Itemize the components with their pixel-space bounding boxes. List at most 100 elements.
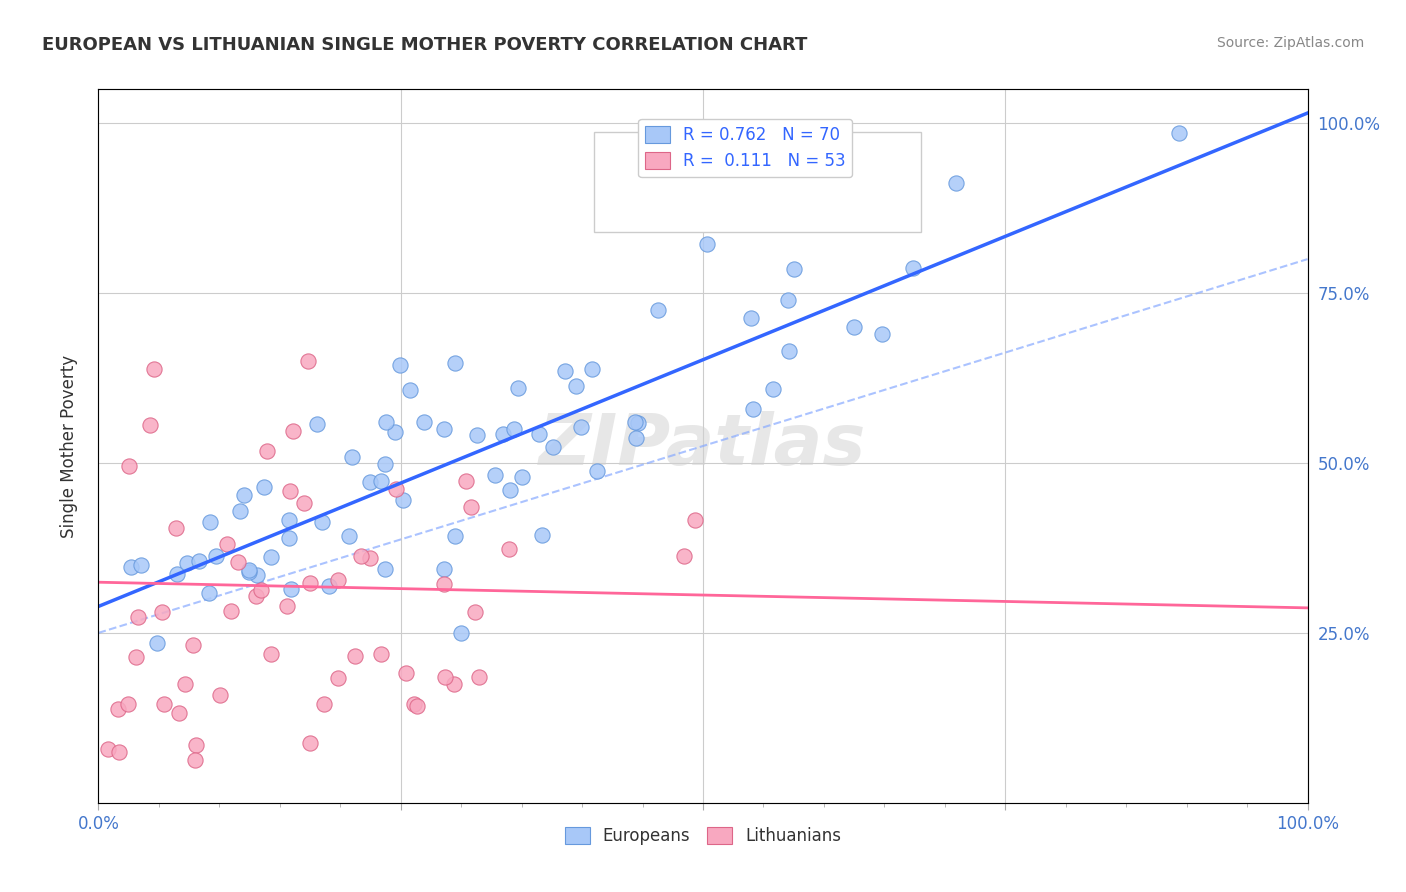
Point [143,362,166,376]
Point [299,736,322,750]
Text: EUROPEAN VS LITHUANIAN SINGLE MOTHER POVERTY CORRELATION CHART: EUROPEAN VS LITHUANIAN SINGLE MOTHER POV… [42,36,807,54]
Point [260,550,283,565]
Point [128,610,150,624]
Point [118,458,141,473]
Point [131,558,153,573]
Point [762,382,785,396]
Point [672,549,695,563]
Legend: Europeans, Lithuanians: Europeans, Lithuanians [558,820,848,852]
Point [498,541,520,556]
Point [337,529,360,543]
Point [374,561,396,575]
Point [253,480,276,494]
Point [384,425,406,440]
Point [404,697,426,711]
Point [388,358,411,372]
Point [623,415,645,429]
Point [238,563,260,577]
Point [359,475,381,489]
Point [181,638,204,652]
Point [197,586,219,600]
Point [464,606,486,620]
Point [165,521,187,535]
Point [246,568,269,582]
Point [454,474,477,488]
Point [278,513,301,527]
Point [245,589,267,603]
Point [776,293,799,307]
Point [499,483,522,498]
Point [125,650,148,665]
Point [443,677,465,691]
Point [647,303,669,318]
Point [226,555,249,569]
Point [229,504,252,518]
Point [167,706,190,720]
Point [184,738,207,752]
Point [256,443,278,458]
Point [484,467,506,482]
Point [492,426,515,441]
Point [184,753,207,767]
Point [683,513,706,527]
Point [564,379,586,393]
Point [432,562,454,576]
Point [232,488,254,502]
Point [108,745,131,759]
Point [740,311,762,326]
Point [107,702,129,716]
Point [217,536,239,550]
Point [359,550,381,565]
Point [166,567,188,582]
Point [468,670,491,684]
Point [569,420,592,434]
Point [350,549,373,563]
Point [200,515,222,529]
Point [433,422,456,436]
Point [238,566,260,580]
Point [399,383,422,397]
Point [278,484,301,499]
Point [842,320,865,334]
Point [153,697,176,711]
Point [260,647,283,661]
Point [146,636,169,650]
Point [283,425,305,439]
Point [510,470,533,484]
Point [176,557,198,571]
Point [292,496,315,510]
Point [298,575,321,590]
Point [385,482,408,496]
Point [311,516,333,530]
Point [219,604,242,618]
Point [581,361,603,376]
Point [326,671,349,685]
Point [276,599,298,613]
Point [340,450,363,464]
Point [506,381,529,395]
Point [120,559,142,574]
Point [343,648,366,663]
Point [139,418,162,433]
Point [204,549,226,563]
Point [370,647,392,661]
Point [450,625,472,640]
Point [627,416,650,430]
Point [1167,126,1189,140]
Point [374,457,396,471]
Point [96,741,118,756]
Point [406,698,429,713]
Point [465,427,488,442]
Point [434,670,457,684]
Point [554,364,576,378]
Point [624,431,647,445]
Point [326,573,349,587]
Text: ZIPatlas: ZIPatlas [540,411,866,481]
Point [443,356,465,370]
Point [297,353,319,368]
Point [543,440,565,454]
Point [870,326,893,341]
Point [117,697,139,711]
Point [208,688,231,702]
Point [778,344,800,359]
